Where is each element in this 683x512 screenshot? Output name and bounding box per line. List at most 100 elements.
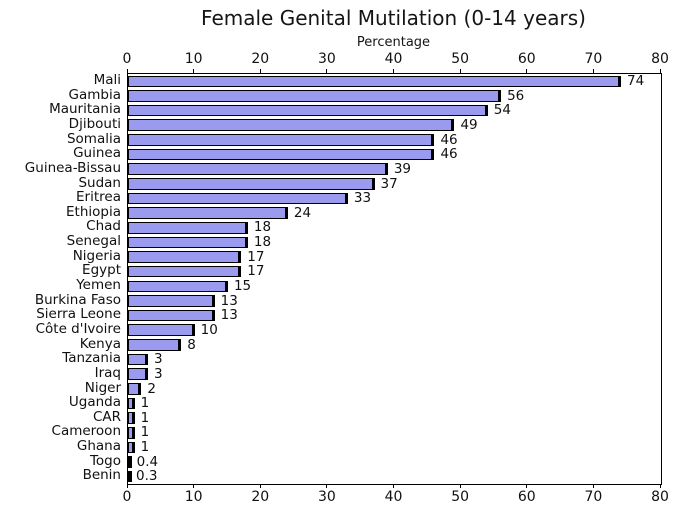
bar [128,148,435,161]
value-label: 46 [440,131,458,148]
x-tick [592,69,594,73]
x-tick [193,484,195,488]
bar-row: 0.3 [128,469,661,484]
bar-row: 49 [128,118,661,133]
x-tick [259,69,261,73]
value-label: 17 [247,263,265,280]
bar [128,324,195,337]
bar-row: 15 [128,279,661,294]
x-tick-label: 60 [517,51,536,67]
bar-row: 18 [128,235,661,250]
x-tick [459,484,461,488]
bar-row: 56 [128,88,661,104]
value-label: 33 [353,190,372,207]
value-label: 8 [187,336,196,353]
bar [128,441,135,454]
bar-row: 24 [128,206,661,221]
x-tick-label: 10 [184,51,203,67]
bar [128,163,388,175]
bar-row: 1 [128,411,661,426]
x-tick-label: 70 [584,51,603,67]
bar [128,119,455,132]
x-tick [659,484,661,488]
bar [128,75,622,88]
value-label: 1 [140,439,150,456]
x-tick [126,69,128,73]
category-label: Ethiopia [66,203,121,220]
bar-row: 17 [128,250,661,265]
bar [128,368,148,380]
category-label: Sierra Leone [36,306,121,323]
value-label: 74 [627,73,645,89]
value-label: 1 [140,395,150,412]
bar-row: 0.4 [128,455,661,470]
bar [128,309,215,322]
category-label: Iraq [94,364,121,381]
category-label: Sudan [78,174,121,191]
category-label: Guinea [73,145,121,162]
bar-row: 13 [128,308,661,323]
value-label: 17 [247,248,265,265]
x-tick [526,69,528,73]
x-tick-label: 30 [317,489,336,505]
category-label: Benin [82,467,121,484]
value-label: 13 [220,307,238,324]
x-tick [459,69,461,73]
value-label: 0.3 [136,468,158,485]
bar [128,207,288,219]
bar [128,90,502,102]
category-label: Uganda [68,394,121,411]
bar-row: 1 [128,396,661,411]
bar [128,397,135,410]
category-label: Tanzania [62,350,121,367]
x-tick-label: 20 [251,51,270,67]
category-label: Gambia [68,86,121,103]
x-tick-label: 10 [184,489,203,505]
bar [128,339,182,351]
x-tick-label: 40 [384,489,403,505]
bar [128,456,132,468]
category-label: Togo [89,452,121,469]
x-axis-label: Percentage [356,35,431,50]
category-label: Yemen [76,277,121,293]
category-label: Djibouti [68,115,121,132]
x-tick-label: 50 [451,51,470,67]
x-tick [526,484,528,488]
bar [128,221,248,234]
x-tick [393,69,394,73]
bar-row: 8 [128,336,661,353]
x-tick [259,484,261,488]
x-tick [592,484,594,488]
x-tick [193,69,195,73]
x-tick [126,484,128,488]
bar-row: 74 [128,74,661,89]
bar-row: 10 [128,323,661,338]
x-tick [659,69,661,73]
bar-row: 13 [128,293,661,309]
bar [128,265,242,278]
bar [128,178,375,190]
bar [128,104,488,117]
value-label: 10 [200,321,218,338]
category-label: Burkina Faso [34,291,121,308]
x-tick [326,484,328,488]
category-label: Eritrea [76,189,121,206]
category-label: Niger [84,379,121,396]
x-tick-label: 0 [122,51,132,67]
x-tick-label: 70 [584,489,603,505]
bar [128,295,215,307]
category-label: Nigeria [72,247,121,264]
value-label: 54 [493,102,511,119]
value-label: 15 [233,278,252,294]
value-label: 49 [460,116,478,133]
bar-row: 33 [128,191,661,206]
category-label: Ghana [76,438,121,455]
bar [128,192,348,205]
category-label: Mali [93,72,121,88]
value-label: 2 [147,380,156,397]
bar-row: 17 [128,264,661,279]
category-label: CAR [92,408,121,425]
x-tick [326,69,328,73]
x-tick-label: 0 [122,489,132,505]
